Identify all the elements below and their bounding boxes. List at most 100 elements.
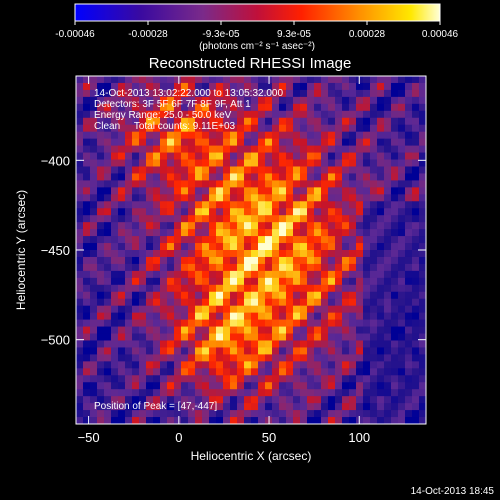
heatmap-cell (104, 201, 112, 209)
heatmap-cell (223, 138, 231, 146)
heatmap-cell (286, 375, 294, 383)
heatmap-cell (188, 312, 196, 320)
heatmap-cell (286, 347, 294, 355)
heatmap-cell (209, 76, 217, 84)
heatmap-cell (405, 250, 413, 258)
heatmap-cell (363, 284, 371, 293)
heatmap-cell (363, 124, 371, 133)
heatmap-cell (174, 173, 182, 181)
heatmap-cell (132, 215, 140, 223)
heatmap-cell (391, 236, 399, 244)
heatmap-cell (265, 82, 273, 91)
x-tick-label: −50 (78, 430, 100, 445)
heatmap-cell (265, 222, 273, 230)
heatmap-cell (90, 291, 98, 300)
heatmap-cell (244, 96, 252, 105)
heatmap-cell (146, 124, 154, 133)
heatmap-cell (104, 340, 112, 348)
heatmap-cell (251, 152, 259, 160)
heatmap-cell (167, 159, 175, 167)
heatmap-cell (146, 382, 154, 390)
heatmap-cell (146, 194, 154, 202)
heatmap-cell (118, 208, 126, 216)
heatmap-cell (244, 340, 252, 348)
heatmap-cell (195, 284, 203, 293)
heatmap-cell (160, 284, 168, 293)
heatmap-cell (181, 396, 189, 404)
heatmap-cell (335, 76, 343, 84)
heatmap-cell (265, 354, 273, 362)
heatmap-cell (419, 103, 426, 112)
heatmap-cell (279, 263, 287, 272)
heatmap-cell (251, 312, 259, 320)
heatmap-cell (405, 96, 413, 105)
heatmap-cell (391, 368, 399, 376)
heatmap-cell (405, 305, 413, 314)
heatmap-cell (349, 396, 357, 404)
heatmap-cell (167, 368, 175, 376)
heatmap-cell (195, 152, 203, 160)
heatmap-cell (83, 326, 91, 334)
heatmap-cell (279, 319, 287, 327)
heatmap-cell (202, 194, 210, 202)
heatmap-cell (293, 145, 301, 153)
heatmap-cell (286, 256, 294, 265)
heatmap-cell (195, 187, 203, 195)
heatmap-cell (90, 215, 98, 223)
heatmap-cell (132, 263, 140, 272)
heatmap-cell (356, 173, 364, 181)
heatmap-cell (146, 89, 154, 98)
heatmap-cell (272, 298, 280, 307)
heatmap-cell (230, 417, 238, 424)
heatmap-cell (97, 319, 105, 327)
heatmap-cell (272, 194, 280, 202)
heatmap-cell (146, 180, 154, 188)
heatmap-cell (405, 375, 413, 383)
heatmap-cell (174, 229, 182, 237)
heatmap-cell (216, 103, 224, 112)
heatmap-cell (251, 243, 259, 251)
heatmap-cell (342, 110, 350, 119)
heatmap-cell (265, 173, 273, 181)
heatmap-cell (377, 215, 385, 223)
heatmap-cell (76, 291, 84, 300)
heatmap-cell (286, 187, 294, 195)
heatmap-cell (125, 117, 133, 126)
heatmap-cell (342, 312, 350, 320)
heatmap-cell (391, 145, 399, 153)
heatmap-cell (342, 89, 350, 98)
heatmap-cell (174, 410, 182, 418)
heatmap-cell (202, 284, 210, 293)
heatmap-cell (307, 368, 315, 376)
heatmap-cell (251, 201, 259, 209)
heatmap-cell (230, 208, 238, 216)
heatmap-cell (76, 131, 84, 140)
heatmap-cell (328, 110, 336, 119)
heatmap-cell (132, 208, 140, 216)
heatmap-cell (146, 250, 154, 258)
heatmap-cell (251, 354, 259, 362)
heatmap-cell (188, 396, 196, 404)
heatmap-cell (335, 173, 343, 181)
heatmap-cell (342, 382, 350, 390)
heatmap-cell (258, 298, 266, 307)
heatmap-cell (356, 256, 364, 265)
heatmap-cell (230, 96, 238, 105)
heatmap-cell (363, 166, 371, 174)
heatmap-cell (307, 382, 315, 390)
heatmap-cell (160, 375, 168, 383)
heatmap-cell (174, 222, 182, 230)
heatmap-cell (349, 243, 357, 251)
heatmap-cell (118, 103, 126, 112)
heatmap-cell (188, 291, 196, 300)
heatmap-cell (139, 124, 147, 133)
heatmap-cell (356, 368, 364, 376)
heatmap-cell (237, 76, 245, 84)
heatmap-cell (391, 82, 399, 91)
heatmap-cell (293, 312, 301, 320)
heatmap-cell (244, 173, 252, 181)
heatmap-cell (90, 396, 98, 404)
heatmap-cell (223, 236, 231, 244)
heatmap-cell (363, 145, 371, 153)
heatmap-cell (286, 96, 294, 105)
